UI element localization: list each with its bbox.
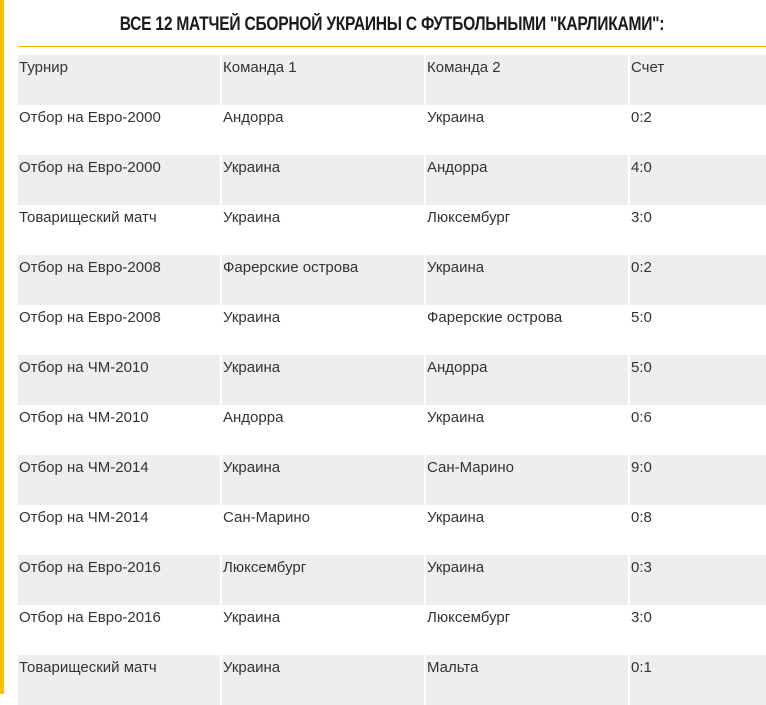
- cell-score: 0:8: [628, 505, 766, 555]
- header-team-2: Команда 2: [424, 55, 629, 105]
- cell-score: 0:3: [628, 555, 766, 605]
- cell-team-2: Люксембург: [424, 205, 629, 255]
- cell-tournament: Отбор на Евро-2016: [19, 609, 161, 626]
- cell-team-1: Украина: [220, 605, 425, 655]
- cell-team-1: Украина: [220, 305, 425, 355]
- cell-tournament: Отбор на ЧМ-2014: [19, 509, 149, 526]
- table-header-row: Турнир Команда 1 Команда 2 Счет: [18, 55, 766, 105]
- cell-score: 4:0: [628, 155, 766, 205]
- cell-tournament: Отбор на Евро-2000: [19, 109, 161, 126]
- table-row: Отбор на Евро-2008 Фарерские острова Украи…: [18, 255, 766, 305]
- cell-tournament: Отбор на Евро-2016: [18, 555, 221, 605]
- cell-score: 9:0: [628, 455, 766, 505]
- cell-team-2: Украина: [424, 105, 629, 155]
- cell-team-1: Украина: [220, 205, 425, 255]
- cell-team-2: Сан-Марино: [424, 455, 629, 505]
- cell-team-1: Люксембург: [220, 555, 425, 605]
- header-score: Счет: [628, 55, 766, 105]
- cell-team-1: Украина: [220, 455, 425, 505]
- cell-team-2: Люксембург: [424, 605, 629, 655]
- accent-bar: [0, 0, 4, 694]
- cell-team-2: Андорра: [424, 155, 629, 205]
- header-team-1: Команда 1: [220, 55, 425, 105]
- cell-tournament: Отбор на Евро-2008: [18, 255, 221, 305]
- table-row: Отбор на ЧМ-2010 Украина Андорра 5:0: [18, 355, 766, 405]
- page-title-text: ВСЕ 12 МАТЧЕЙ СБОРНОЙ УКРАИНЫ С ФУТБОЛЬН…: [119, 14, 665, 35]
- cell-team-2: Украина: [424, 555, 629, 605]
- cell-team-1: Сан-Марино: [220, 505, 425, 555]
- cell-tournament: Отбор на Евро-2008: [19, 309, 161, 326]
- table-row: Отбор на ЧМ-2010 Андорра Украина 0:6: [18, 405, 766, 455]
- cell-tournament: Отбор на ЧМ-2010: [18, 355, 221, 405]
- table-row: Отбор на Евро-2000 Андорра Украина 0:2: [18, 105, 766, 155]
- cell-score: 3:0: [628, 605, 766, 655]
- cell-score: 0:2: [628, 255, 766, 305]
- cell-team-1: Украина: [220, 155, 425, 205]
- table-row: Отбор на ЧМ-2014 Сан-Марино Украина 0:8: [18, 505, 766, 555]
- table-row: Отбор на Евро-2016 Украина Люксембург 3:0: [18, 605, 766, 655]
- cell-tournament: Отбор на Евро-2000: [18, 155, 221, 205]
- cell-team-1: Фарерские острова: [220, 255, 425, 305]
- table-row: Отбор на Евро-2000 Украина Андорра 4:0: [18, 155, 766, 205]
- cell-score: 5:0: [628, 305, 766, 355]
- table-row: Отбор на Евро-2016 Люксембург Украина 0:3: [18, 555, 766, 605]
- cell-team-2: Украина: [424, 255, 629, 305]
- title-divider: [18, 46, 766, 47]
- table-row: Отбор на Евро-2008 Украина Фарерские остро…: [18, 305, 766, 355]
- cell-team-1: Андорра: [220, 105, 425, 155]
- cell-score: 0:2: [628, 105, 766, 155]
- table-row: Отбор на ЧМ-2014 Украина Сан-Марино 9:0: [18, 455, 766, 505]
- page-title: ВСЕ 12 МАТЧЕЙ СБОРНОЙ УКРАИНЫ С ФУТБОЛЬН…: [18, 14, 766, 36]
- cell-score: 0:6: [628, 405, 766, 455]
- cell-team-2: Украина: [424, 405, 629, 455]
- cell-team-1: Украина: [220, 655, 425, 705]
- cell-tournament: Товарищеский матч: [18, 655, 221, 705]
- cell-team-2: Мальта: [424, 655, 629, 705]
- cell-tournament: Отбор на ЧМ-2010: [19, 409, 149, 426]
- header-tournament: Турнир: [18, 55, 221, 105]
- cell-team-2: Украина: [424, 505, 629, 555]
- matches-table: Турнир Команда 1 Команда 2 Счет Отбор на…: [18, 55, 766, 705]
- cell-score: 5:0: [628, 355, 766, 405]
- cell-score: 3:0: [628, 205, 766, 255]
- cell-score: 0:1: [628, 655, 766, 705]
- table-row: Товарищеский матч Украина Люксембург 3:0: [18, 205, 766, 255]
- cell-team-1: Андорра: [220, 405, 425, 455]
- table-row: Товарищеский матч Украина Мальта 0:1: [18, 655, 766, 705]
- cell-tournament: Товарищеский матч: [19, 209, 157, 226]
- cell-tournament: Отбор на ЧМ-2014: [18, 455, 221, 505]
- cell-team-1: Украина: [220, 355, 425, 405]
- cell-team-2: Андорра: [424, 355, 629, 405]
- cell-team-2: Фарерские острова: [424, 305, 629, 355]
